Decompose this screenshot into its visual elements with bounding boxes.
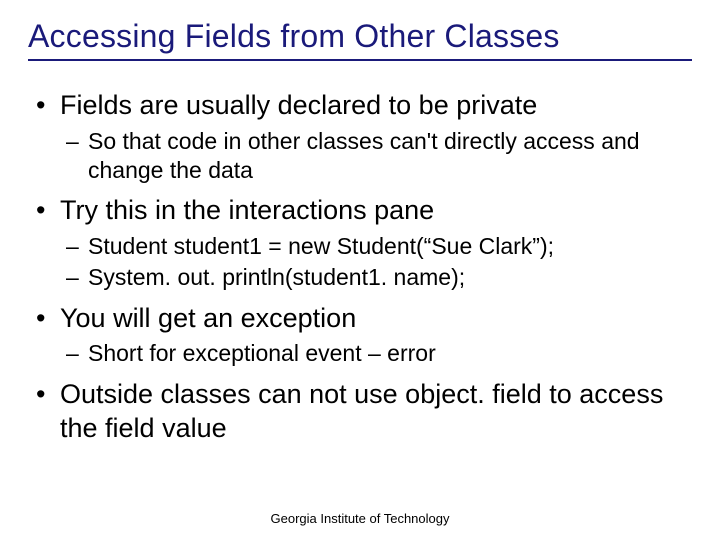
- bullet-text: Outside classes can not use object. fiel…: [60, 379, 663, 443]
- bullet-text: Fields are usually declared to be privat…: [60, 90, 537, 120]
- sub-item: System. out. println(student1. name);: [60, 263, 692, 292]
- sub-list: So that code in other classes can't dire…: [60, 127, 692, 185]
- sub-item: Short for exceptional event – error: [60, 339, 692, 368]
- bullet-item: Outside classes can not use object. fiel…: [28, 378, 692, 446]
- bullet-item: Fields are usually declared to be privat…: [28, 89, 692, 184]
- bullet-item: Try this in the interactions pane Studen…: [28, 194, 692, 291]
- bullet-text: Try this in the interactions pane: [60, 195, 434, 225]
- sub-item: So that code in other classes can't dire…: [60, 127, 692, 185]
- slide-title: Accessing Fields from Other Classes: [28, 18, 692, 61]
- footer-text: Georgia Institute of Technology: [0, 511, 720, 526]
- sub-list: Student student1 = new Student(“Sue Clar…: [60, 232, 692, 292]
- bullet-list: Fields are usually declared to be privat…: [28, 89, 692, 446]
- sub-item: Student student1 = new Student(“Sue Clar…: [60, 232, 692, 261]
- sub-list: Short for exceptional event – error: [60, 339, 692, 368]
- bullet-item: You will get an exception Short for exce…: [28, 302, 692, 369]
- bullet-text: You will get an exception: [60, 303, 356, 333]
